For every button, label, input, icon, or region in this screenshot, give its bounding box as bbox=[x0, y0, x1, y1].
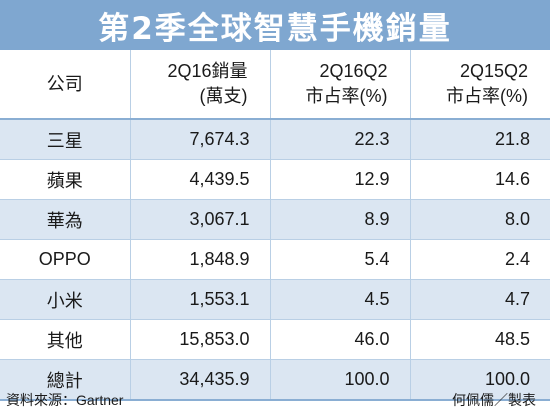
header-sales: 2Q16銷量 (萬支) bbox=[129, 50, 270, 120]
table-row: 三星 7,674.3 22.3 21.8 bbox=[0, 119, 550, 160]
table-row: 小米 1,553.1 4.5 4.7 bbox=[0, 279, 550, 320]
share-2016-cell: 4.5 bbox=[269, 279, 410, 320]
header-share-2015-line2: 市占率(%) bbox=[446, 86, 528, 106]
table-row: 其他 15,853.0 46.0 48.5 bbox=[0, 319, 550, 360]
sales-cell: 34,435.9 bbox=[129, 359, 270, 401]
share-2015-cell: 100.0 bbox=[409, 359, 550, 401]
company-cell: 總計 bbox=[0, 359, 130, 401]
header-share-2016-line2: 市占率(%) bbox=[305, 86, 388, 106]
header-share-2016: 2Q16Q2 市占率(%) bbox=[269, 50, 410, 120]
company-cell: 蘋果 bbox=[0, 159, 130, 200]
header-sales-line1: 2Q16銷量 bbox=[167, 61, 248, 81]
share-2015-cell: 8.0 bbox=[409, 199, 550, 240]
sales-cell: 15,853.0 bbox=[129, 319, 270, 360]
chart-title: 第2季全球智慧手機銷量 bbox=[98, 10, 452, 47]
company-cell: 華為 bbox=[0, 199, 130, 240]
share-2016-cell: 12.9 bbox=[269, 159, 410, 200]
table-row: OPPO 1,848.9 5.4 2.4 bbox=[0, 239, 550, 280]
company-cell: 三星 bbox=[0, 119, 130, 160]
share-2016-cell: 5.4 bbox=[269, 239, 410, 280]
sales-cell: 1,848.9 bbox=[129, 239, 270, 280]
source-note: 資料來源：Gartner bbox=[6, 392, 124, 408]
share-2016-cell: 22.3 bbox=[269, 119, 410, 160]
table-header-row: 公司 2Q16銷量 (萬支) 2Q16Q2 市占率(%) 2Q15Q2 市占率(… bbox=[0, 50, 550, 120]
share-2015-cell: 2.4 bbox=[409, 239, 550, 280]
share-2016-cell: 100.0 bbox=[269, 359, 410, 401]
header-share-2015-line1: 2Q15Q2 bbox=[459, 61, 528, 81]
header-company-label: 公司 bbox=[46, 73, 83, 94]
title-bar: 第2季全球智慧手機銷量 bbox=[0, 0, 550, 50]
table-row: 華為 3,067.1 8.9 8.0 bbox=[0, 199, 550, 240]
sales-cell: 3,067.1 bbox=[129, 199, 270, 240]
table-row-total: 總計 34,435.9 100.0 100.0 bbox=[0, 359, 550, 401]
header-company: 公司 bbox=[0, 50, 130, 120]
header-sales-line2: (萬支) bbox=[199, 86, 248, 106]
share-2015-cell: 48.5 bbox=[409, 319, 550, 360]
share-2015-cell: 4.7 bbox=[409, 279, 550, 320]
sales-cell: 4,439.5 bbox=[129, 159, 270, 200]
sales-cell: 1,553.1 bbox=[129, 279, 270, 320]
share-2015-cell: 14.6 bbox=[409, 159, 550, 200]
share-2016-cell: 46.0 bbox=[269, 319, 410, 360]
company-cell: OPPO bbox=[0, 239, 130, 280]
company-cell: 其他 bbox=[0, 319, 130, 360]
footer: 資料來源：Gartner 何佩儒／製表 bbox=[0, 386, 550, 412]
table-row: 蘋果 4,439.5 12.9 14.6 bbox=[0, 159, 550, 200]
company-cell: 小米 bbox=[0, 279, 130, 320]
share-2015-cell: 21.8 bbox=[409, 119, 550, 160]
header-share-2016-line1: 2Q16Q2 bbox=[319, 61, 388, 81]
sales-cell: 7,674.3 bbox=[129, 119, 270, 160]
header-share-2015: 2Q15Q2 市占率(%) bbox=[409, 50, 550, 120]
share-2016-cell: 8.9 bbox=[269, 199, 410, 240]
sales-table: 公司 2Q16銷量 (萬支) 2Q16Q2 市占率(%) 2Q15Q2 市占率(… bbox=[0, 50, 550, 401]
credit-note: 何佩儒／製表 bbox=[452, 392, 536, 408]
